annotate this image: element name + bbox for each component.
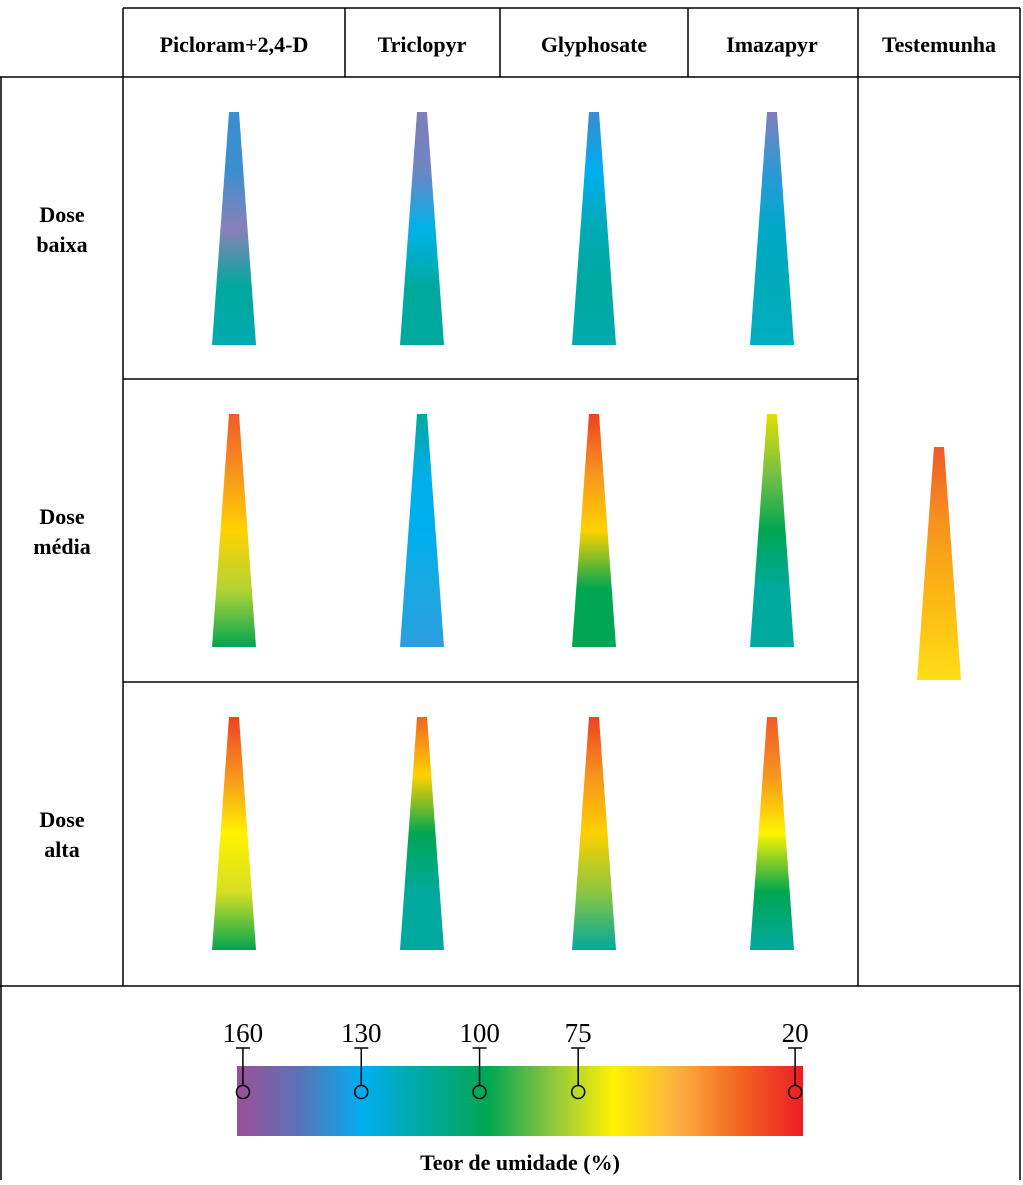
column-header: Triclopyr <box>378 32 467 57</box>
column-header: Testemunha <box>882 32 996 57</box>
column-header: Glyphosate <box>541 32 648 57</box>
colorbar-tick-label: 160 <box>223 1018 264 1048</box>
figure: Picloram+2,4-D Triclopyr Glyphosate Imazapy… <box>0 0 1023 1180</box>
colorbar-tick-label: 20 <box>782 1018 809 1048</box>
sample-shape <box>400 717 444 950</box>
colorbar-tick-label: 130 <box>341 1018 382 1048</box>
sample-shape <box>750 112 794 345</box>
column-header: Picloram+2,4-D <box>160 32 309 57</box>
row-header: Dosemédia <box>33 504 90 559</box>
sample-shape <box>212 112 256 345</box>
sample-shape <box>400 414 444 647</box>
sample-shape <box>750 717 794 950</box>
sample-shape <box>572 112 616 345</box>
table-borders <box>0 8 1020 1180</box>
colorbar <box>237 1066 803 1136</box>
sample-shape <box>572 717 616 950</box>
control-shape <box>917 447 961 680</box>
colorbar-label: Teor de umidade (%) <box>420 1150 620 1175</box>
colorbar-tick-label: 75 <box>565 1018 592 1048</box>
sample-shape <box>212 717 256 950</box>
row-header: Dosebaixa <box>36 202 87 257</box>
sample-shape <box>572 414 616 647</box>
row-header: Dosealta <box>39 807 84 862</box>
column-header: Imazapyr <box>726 32 818 57</box>
sample-shape <box>212 414 256 647</box>
colorbar-tick-label: 100 <box>459 1018 500 1048</box>
sample-shape <box>400 112 444 345</box>
sample-shape <box>750 414 794 647</box>
